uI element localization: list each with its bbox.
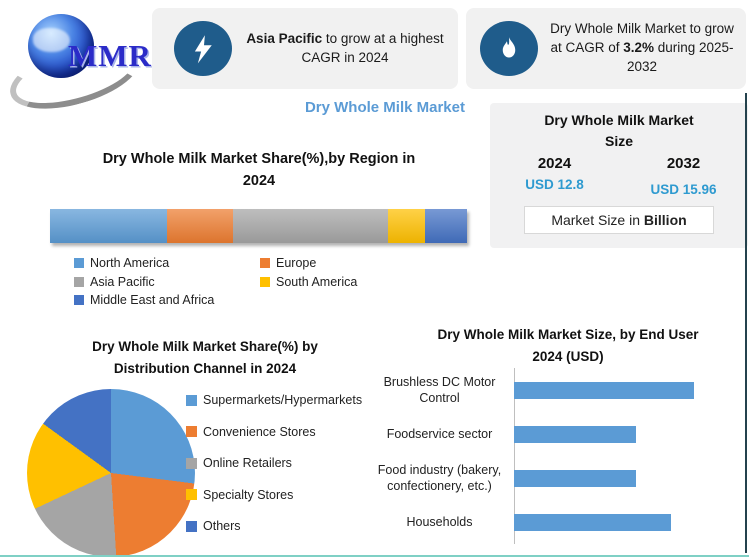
region-stacked-bar <box>50 209 467 243</box>
legend-swatch-icon <box>186 394 197 406</box>
legend-swatch-icon <box>186 457 197 469</box>
highlight-card-2-text: Dry Whole Milk Market to grow at CAGR of… <box>538 20 746 77</box>
legend-label: Specialty Stores <box>203 487 294 502</box>
region-bar-segment <box>387 209 426 243</box>
market-size-panel-title: Dry Whole Milk Market Size <box>490 110 748 152</box>
legend-label: South America <box>276 274 358 289</box>
enduser-row: Households <box>372 500 742 544</box>
legend-swatch-icon <box>74 295 84 306</box>
legend-swatch-icon <box>74 276 84 287</box>
distribution-legend-item: Specialty Stores <box>186 487 362 503</box>
distribution-legend: Supermarkets/Hypermarkets Convenience Sto… <box>186 392 362 550</box>
page-title: Dry Whole Milk Market <box>304 99 465 116</box>
enduser-category-label: Households <box>406 514 473 529</box>
region-legend-item: North America <box>74 254 260 273</box>
distribution-legend-item: Supermarkets/Hypermarkets <box>186 392 362 408</box>
legend-swatch-icon <box>260 276 270 287</box>
enduser-bar <box>514 381 694 399</box>
lightning-icon <box>174 21 232 76</box>
enduser-bar-track <box>514 469 742 487</box>
distribution-legend-item: Online Retailers <box>186 455 362 471</box>
highlight-card-1-bold: Asia Pacific <box>246 30 323 46</box>
region-legend: North America Europe Asia Pacific South Ame… <box>74 254 444 310</box>
enduser-bar-track <box>514 513 742 531</box>
enduser-bar-track <box>514 425 742 443</box>
enduser-category-label: Food industry (bakery, confectionery, et… <box>377 462 502 493</box>
enduser-bar-track <box>514 381 742 399</box>
distribution-title-line1: Dry Whole Milk Market Share(%) by <box>92 339 318 354</box>
legend-swatch-icon <box>186 520 197 532</box>
globe-icon <box>28 14 94 78</box>
enduser-rows: Brushless DC Motor Control Foodservice se… <box>372 368 742 544</box>
region-legend-item: Middle East and Africa <box>74 291 260 310</box>
region-chart-title: Dry Whole Milk Market Share(%),by Region… <box>50 148 468 193</box>
market-size-years-row: 2024 2032 <box>490 155 748 172</box>
region-chart-title-line1: Dry Whole Milk Market Share(%),by Region… <box>102 151 416 167</box>
year-2032-label: 2032 <box>666 155 701 172</box>
legend-label: Supermarkets/Hypermarkets <box>203 393 363 407</box>
legend-label: Europe <box>276 256 317 271</box>
enduser-title-line2: 2024 (USD) <box>532 348 604 364</box>
region-legend-item: Europe <box>260 254 444 273</box>
distribution-legend-item: Others <box>186 518 362 534</box>
enduser-bar <box>514 469 636 487</box>
legend-swatch-icon <box>74 258 84 269</box>
market-value-2024: USD 12.8 <box>525 177 584 192</box>
market-size-unit-note: Market Size in Billion <box>524 206 714 234</box>
highlight-card-2-bold: 3.2% <box>623 40 654 56</box>
distribution-legend-item: Convenience Stores <box>186 424 362 440</box>
enduser-category-label: Foodservice sector <box>386 426 493 441</box>
region-bar-segment <box>425 209 467 243</box>
legend-swatch-icon <box>186 426 197 437</box>
region-chart-title-line2: 2024 <box>242 173 276 190</box>
highlight-card-region-cagr: Asia Pacific to grow at a highest CAGR i… <box>152 8 458 89</box>
distribution-pie-chart <box>27 389 195 557</box>
region-bar-segment <box>50 209 167 243</box>
legend-label: Asia Pacific <box>90 274 155 289</box>
enduser-row: Foodservice sector <box>372 412 742 456</box>
unit-note-bold: Billion <box>643 212 687 228</box>
logo-text: MMR <box>68 38 152 73</box>
flame-icon <box>480 21 538 76</box>
market-value-2032: USD 15.96 <box>650 182 717 197</box>
highlight-card-1-text: Asia Pacific to grow at a highest CAGR i… <box>232 30 458 68</box>
legend-label: Online Retailers <box>203 456 292 470</box>
region-legend-item: South America <box>260 273 444 292</box>
enduser-y-axis-line <box>514 368 515 544</box>
enduser-row: Food industry (bakery, confectionery, et… <box>372 456 742 500</box>
bottom-accent-line <box>0 555 749 557</box>
highlight-card-market-cagr: Dry Whole Milk Market to grow at CAGR of… <box>466 8 746 89</box>
distribution-chart-title: Dry Whole Milk Market Share(%) by Distri… <box>40 336 370 379</box>
legend-label: Others <box>203 519 241 533</box>
market-size-title-line1: Dry Whole Milk Market <box>544 112 694 128</box>
distribution-title-line2: Distribution Channel in 2024 <box>113 360 297 376</box>
market-size-panel: Dry Whole Milk Market Size 2024 2032 USD… <box>490 103 748 248</box>
unit-note-pre: Market Size in <box>551 212 644 228</box>
legend-label: North America <box>90 256 170 271</box>
year-2024-label: 2024 <box>537 155 572 172</box>
right-edge-line <box>745 93 747 553</box>
enduser-chart-title: Dry Whole Milk Market Size, by End User … <box>398 324 738 367</box>
enduser-title-line1: Dry Whole Milk Market Size, by End User <box>437 327 699 342</box>
enduser-bar <box>514 513 671 531</box>
enduser-bar-chart: Brushless DC Motor Control Foodservice se… <box>372 368 742 546</box>
legend-swatch-icon <box>260 258 270 269</box>
highlight-card-2-post: during 2025-2032 <box>626 40 734 74</box>
legend-label: Convenience Stores <box>203 424 316 439</box>
highlight-card-1-rest: to grow at a highest CAGR in 2024 <box>301 30 444 65</box>
market-size-values-row: USD 12.8 USD 15.96 <box>490 177 748 197</box>
market-size-title-line2: Size <box>604 133 633 149</box>
enduser-bar <box>514 425 636 443</box>
enduser-row: Brushless DC Motor Control <box>372 368 742 412</box>
region-legend-item: Asia Pacific <box>74 273 260 292</box>
region-bar-segment <box>166 209 234 243</box>
legend-label: Middle East and Africa <box>90 293 215 308</box>
enduser-category-label: Brushless DC Motor Control <box>383 374 496 405</box>
legend-swatch-icon <box>186 489 197 500</box>
mmr-logo: MMR <box>2 8 152 122</box>
region-bar-segment <box>233 209 388 243</box>
highlight-card-2-pre: Dry Whole Milk Market to grow at CAGR of <box>550 21 734 56</box>
